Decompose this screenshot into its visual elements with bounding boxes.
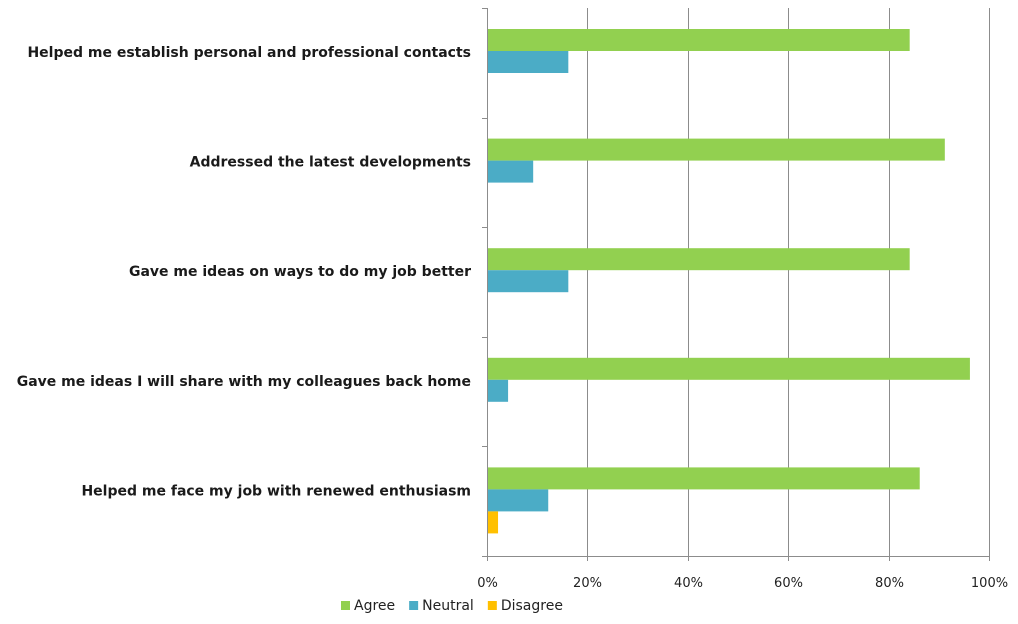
category-label: Helped me face my job with renewed enthu… xyxy=(81,483,471,499)
legend-swatch-disagree xyxy=(487,601,497,610)
x-tick-label: 0% xyxy=(477,576,498,591)
bar-agree xyxy=(488,357,970,380)
bar-agree xyxy=(488,248,910,271)
bar-agree xyxy=(488,29,910,51)
legend-swatch-neutral xyxy=(409,601,419,610)
category-label: Helped me establish personal and profess… xyxy=(27,45,471,61)
bars xyxy=(488,29,970,534)
bar-neutral xyxy=(488,379,509,402)
category-label: Addressed the latest developments xyxy=(190,155,471,171)
bar-disagree xyxy=(488,511,499,534)
x-tick-labels: 0% 20% 40% 60% 80% 100% xyxy=(477,576,1008,591)
legend-swatch-agree xyxy=(341,601,350,610)
legend-label-neutral: Neutral xyxy=(422,598,474,614)
x-tick-label: 60% xyxy=(774,576,803,591)
x-tick-label: 20% xyxy=(573,576,602,591)
legend-label-disagree: Disagree xyxy=(501,598,563,614)
category-labels: Helped me establish personal and profess… xyxy=(17,45,471,499)
category-label: Gave me ideas I will share with my colle… xyxy=(17,374,471,390)
category-label: Gave me ideas on ways to do my job bette… xyxy=(129,264,471,280)
x-tick-label: 80% xyxy=(875,576,904,591)
x-tick-label: 100% xyxy=(971,576,1008,591)
legend: Agree Neutral Disagree xyxy=(341,598,563,614)
bar-neutral xyxy=(488,270,569,293)
x-tick-label: 40% xyxy=(674,576,703,591)
legend-label-agree: Agree xyxy=(354,598,395,614)
gridlines xyxy=(587,8,990,556)
bar-neutral xyxy=(488,160,534,183)
bar-agree xyxy=(488,467,920,490)
axes xyxy=(482,8,990,561)
bar-neutral xyxy=(488,51,569,73)
bar-neutral xyxy=(488,489,549,512)
bar-agree xyxy=(488,138,945,161)
